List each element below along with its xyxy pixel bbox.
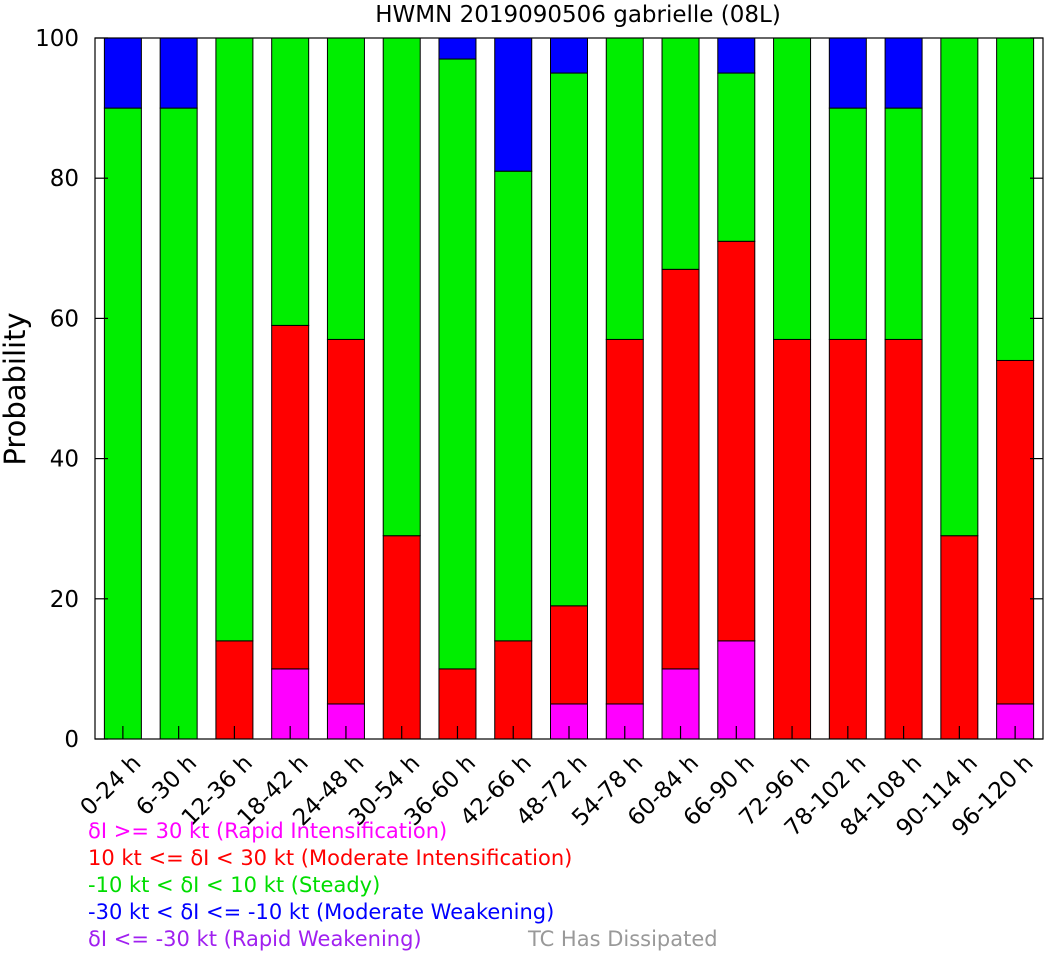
bar-segment-60-84h-series-2	[661, 37, 700, 270]
legend-entry-rapid-intensification: δI >= 30 kt (Rapid Intensification)	[88, 819, 448, 843]
bar-segment-36-60h-series-2	[438, 58, 477, 670]
bar-segment-66-90h-series-3	[717, 37, 756, 74]
bar-segment-0-24h-series-2	[103, 107, 142, 740]
bar-segment-84-108h-series-2	[884, 107, 923, 340]
bar-segment-18-42h-series-2	[271, 37, 310, 326]
bar-segment-78-102h-series-1	[828, 338, 867, 740]
legend-entry-moderate-intensification: 10 kt <= δI < 30 kt (Moderate Intensific…	[88, 846, 573, 870]
y-tick-label-20: 20	[50, 587, 79, 613]
bar-segment-72-96h-series-1	[773, 338, 812, 740]
bar-segment-18-42h-series-1	[271, 324, 310, 670]
bar-segment-96-120h-series-2	[996, 37, 1035, 361]
bar-segment-72-96h-series-2	[773, 37, 812, 340]
bar-segment-42-66h-series-3	[494, 37, 533, 172]
bar-segment-54-78h-series-1	[605, 338, 644, 705]
y-tick-label-60: 60	[50, 306, 79, 332]
bar-segment-78-102h-series-2	[828, 107, 867, 340]
legend-entry-dissipated: TC Has Dissipated	[528, 927, 718, 951]
bar-segment-12-36h-series-1	[215, 640, 254, 740]
bar-segment-90-114h-series-2	[940, 37, 979, 537]
legend-entry-rapid-weakening: δI <= -30 kt (Rapid Weakening)	[88, 927, 422, 951]
bar-segment-24-48h-series-2	[326, 37, 365, 340]
chart-title: HWMN 2019090506 gabrielle (08L)	[375, 2, 781, 28]
bar-segment-60-84h-series-1	[661, 268, 700, 670]
bar-segment-42-66h-series-1	[494, 640, 533, 740]
bar-segment-30-54h-series-1	[382, 535, 421, 740]
bar-segment-42-66h-series-2	[494, 170, 533, 642]
bar-segment-0-24h-series-3	[103, 37, 142, 109]
bar-segment-66-90h-series-0	[717, 640, 756, 740]
bar-segment-54-78h-series-2	[605, 37, 644, 340]
bar-segment-30-54h-series-2	[382, 37, 421, 537]
bar-segment-78-102h-series-3	[828, 37, 867, 109]
bar-segment-84-108h-series-1	[884, 338, 923, 740]
y-tick-label-0: 0	[64, 727, 79, 753]
bar-segment-48-72h-series-1	[550, 605, 588, 705]
bar-segment-96-120h-series-1	[996, 359, 1035, 705]
bar-segment-66-90h-series-1	[717, 240, 756, 642]
bar-segment-48-72h-series-2	[550, 72, 588, 607]
bar-segment-90-114h-series-1	[940, 535, 979, 740]
bars-group	[103, 37, 1035, 740]
x-tick-label-0-24h: 0-24 h	[76, 750, 147, 821]
bar-segment-6-30h-series-2	[159, 107, 198, 740]
y-tick-label-80: 80	[50, 166, 79, 192]
legend-entry-moderate-weakening: -30 kt < δI <= -10 kt (Moderate Weakenin…	[88, 900, 555, 924]
legend: δI >= 30 kt (Rapid Intensification) 10 k…	[88, 818, 572, 953]
legend-entry-steady: -10 kt < δI < 10 kt (Steady)	[88, 873, 381, 897]
bar-segment-12-36h-series-2	[215, 37, 254, 642]
bar-segment-48-72h-series-3	[550, 37, 588, 74]
y-axis-ticks: 0 20 40 60 80 100	[35, 26, 1043, 753]
bar-segment-36-60h-series-3	[438, 37, 477, 60]
y-tick-label-40: 40	[50, 447, 79, 473]
y-tick-label-100: 100	[35, 26, 79, 52]
bar-segment-24-48h-series-1	[326, 338, 365, 705]
bar-segment-6-30h-series-3	[159, 37, 198, 109]
bar-segment-84-108h-series-3	[884, 37, 923, 109]
bar-segment-66-90h-series-2	[717, 72, 756, 242]
y-axis-label: Probability	[0, 312, 32, 465]
